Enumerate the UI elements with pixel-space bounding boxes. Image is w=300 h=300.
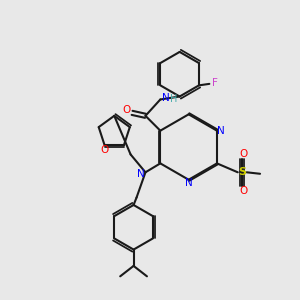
Text: N: N [162, 93, 170, 103]
Text: S: S [238, 167, 246, 177]
Text: F: F [212, 78, 218, 88]
Text: O: O [100, 145, 109, 155]
Text: H: H [170, 94, 177, 104]
Text: O: O [123, 105, 131, 115]
Text: N: N [137, 169, 145, 179]
Text: N: N [185, 178, 193, 188]
Text: O: O [240, 186, 248, 196]
Text: O: O [240, 148, 248, 159]
Text: N: N [217, 126, 224, 136]
